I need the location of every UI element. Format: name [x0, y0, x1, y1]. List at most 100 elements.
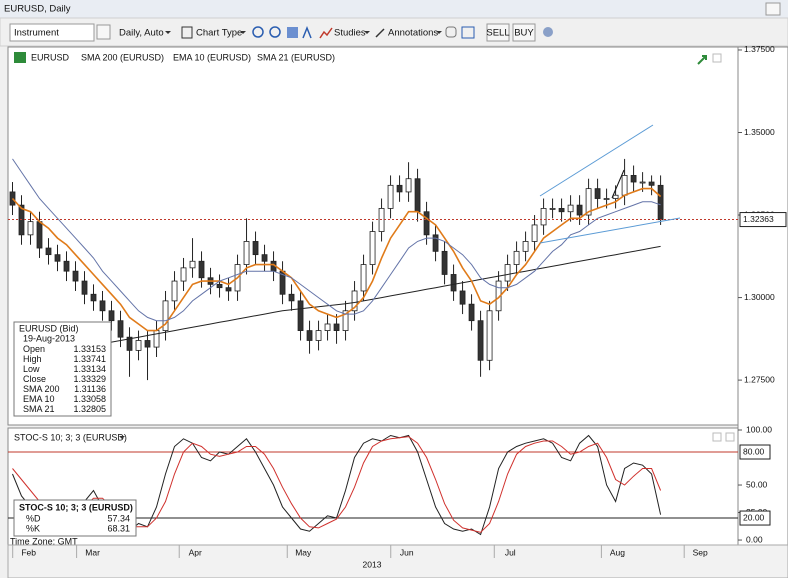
crosshair-button[interactable] [461, 26, 475, 39]
candle-body [135, 340, 142, 351]
y-tick-label: 1.37500 [744, 44, 775, 54]
studies-menu[interactable]: Studies [334, 28, 366, 39]
toolbar [0, 17, 788, 47]
candle-body [441, 250, 448, 275]
info-box [13, 321, 112, 417]
sell-button[interactable] [486, 23, 510, 42]
candle-body [648, 181, 655, 186]
x-tick-label: Sep [693, 547, 708, 557]
sell-label: SELL [486, 28, 509, 39]
candle-body [594, 188, 601, 199]
info-value: 1.31136 [74, 384, 106, 394]
legend-entry: EMA 10 (EURUSD) [173, 52, 251, 62]
candle-body [342, 310, 349, 331]
stochastic-label: %K [26, 523, 40, 533]
candle-body [369, 231, 376, 265]
info-value: 1.33058 [73, 394, 106, 404]
eraser-button[interactable] [445, 26, 457, 38]
y-tick-label: 1.30000 [744, 292, 775, 302]
year-label: 2013 [363, 559, 382, 569]
candle-body [306, 330, 313, 341]
candle-body [63, 260, 70, 272]
zoom-in[interactable] [252, 26, 264, 38]
candle-body [36, 221, 43, 249]
studies-icon [319, 27, 333, 39]
candle-body [171, 280, 178, 302]
candle-body [108, 310, 115, 322]
candle-body [522, 241, 529, 252]
fit-button[interactable] [287, 27, 298, 38]
trend-segment[interactable] [611, 169, 625, 199]
window-maximize[interactable] [765, 2, 781, 16]
info-label: High [23, 354, 42, 364]
candle-body [351, 290, 358, 312]
candle-body [315, 330, 322, 341]
candle-body [549, 208, 556, 210]
price-axis [737, 46, 788, 546]
candle-body [333, 323, 340, 331]
channel-line[interactable] [539, 217, 681, 244]
chart-type-icon [181, 26, 193, 39]
buy-button[interactable] [512, 23, 536, 42]
candle-body [612, 194, 619, 199]
stochastic-title: STOC-S 10; 3; 3 (EURUSD) [14, 432, 127, 442]
candle-body [558, 208, 565, 213]
candle-body [657, 184, 664, 221]
candle-body [288, 293, 295, 302]
panel-button[interactable] [712, 432, 722, 442]
period-menu[interactable]: Daily, Auto [119, 28, 164, 39]
channel-line[interactable] [539, 124, 654, 197]
instrument-input[interactable] [9, 23, 95, 42]
trend-icon [697, 55, 707, 65]
candle-body [540, 208, 547, 226]
candle-body [297, 300, 304, 331]
candle-body [54, 254, 61, 262]
time-axis [7, 544, 788, 578]
indicator-line [12, 158, 661, 322]
panel-button[interactable] [712, 53, 722, 63]
x-tick-label: May [295, 547, 312, 557]
zoom-out[interactable] [269, 26, 281, 38]
plot-layer: 1.375001.350001.325001.300001.275001.323… [8, 44, 787, 558]
y-tick-label: 100.00 [746, 424, 772, 434]
candle-body [459, 290, 466, 305]
candle-body [126, 336, 133, 351]
candle-body [90, 293, 97, 302]
dropdown-arrow [364, 31, 370, 34]
window-title: EURUSD, Daily [4, 4, 71, 15]
annotations-icon [375, 28, 385, 38]
annotations-menu[interactable]: Annotations [388, 28, 438, 39]
level-tag [739, 510, 771, 526]
settings-button[interactable] [543, 27, 553, 37]
info-label: EMA 10 [23, 394, 55, 404]
reset-button[interactable] [302, 25, 312, 39]
info-title: EURUSD (Bid) [19, 323, 79, 333]
candle-body [216, 283, 223, 289]
panel-close[interactable] [725, 432, 735, 442]
candle-body [585, 188, 592, 216]
candle-body [45, 247, 52, 256]
candle-body [117, 320, 124, 338]
last-price-tag [739, 212, 787, 228]
info-label: SMA 21 [23, 404, 55, 414]
candle-body [603, 198, 610, 200]
info-label: Close [23, 374, 46, 384]
candle-body [423, 211, 430, 236]
legend: EURUSD SMA 200 (EURUSD) EMA 10 (EURUSD) SMA… [31, 52, 335, 62]
y-tick-label: 0.00 [746, 534, 763, 544]
candle-body [450, 274, 457, 292]
candle-body [252, 241, 259, 256]
indicator-line [11, 187, 662, 332]
candle-body [405, 178, 412, 193]
candle-body [630, 175, 637, 183]
instrument-lookup[interactable] [96, 24, 111, 40]
stochastic-box-title: STOC-S 10; 3; 3 (EURUSD) [19, 502, 133, 512]
info-value: 1.33134 [73, 364, 106, 374]
instrument-placeholder: Instrument [14, 28, 59, 39]
chart-type-menu[interactable]: Chart Type [196, 28, 242, 39]
candle-body [621, 175, 628, 196]
stochastic-rows: %D 57.34 %K 68.31 [26, 513, 130, 533]
x-tick-label: Mar [85, 547, 100, 557]
info-date: 19-Aug-2013 [23, 333, 75, 343]
level-label: 20.00 [743, 512, 765, 522]
